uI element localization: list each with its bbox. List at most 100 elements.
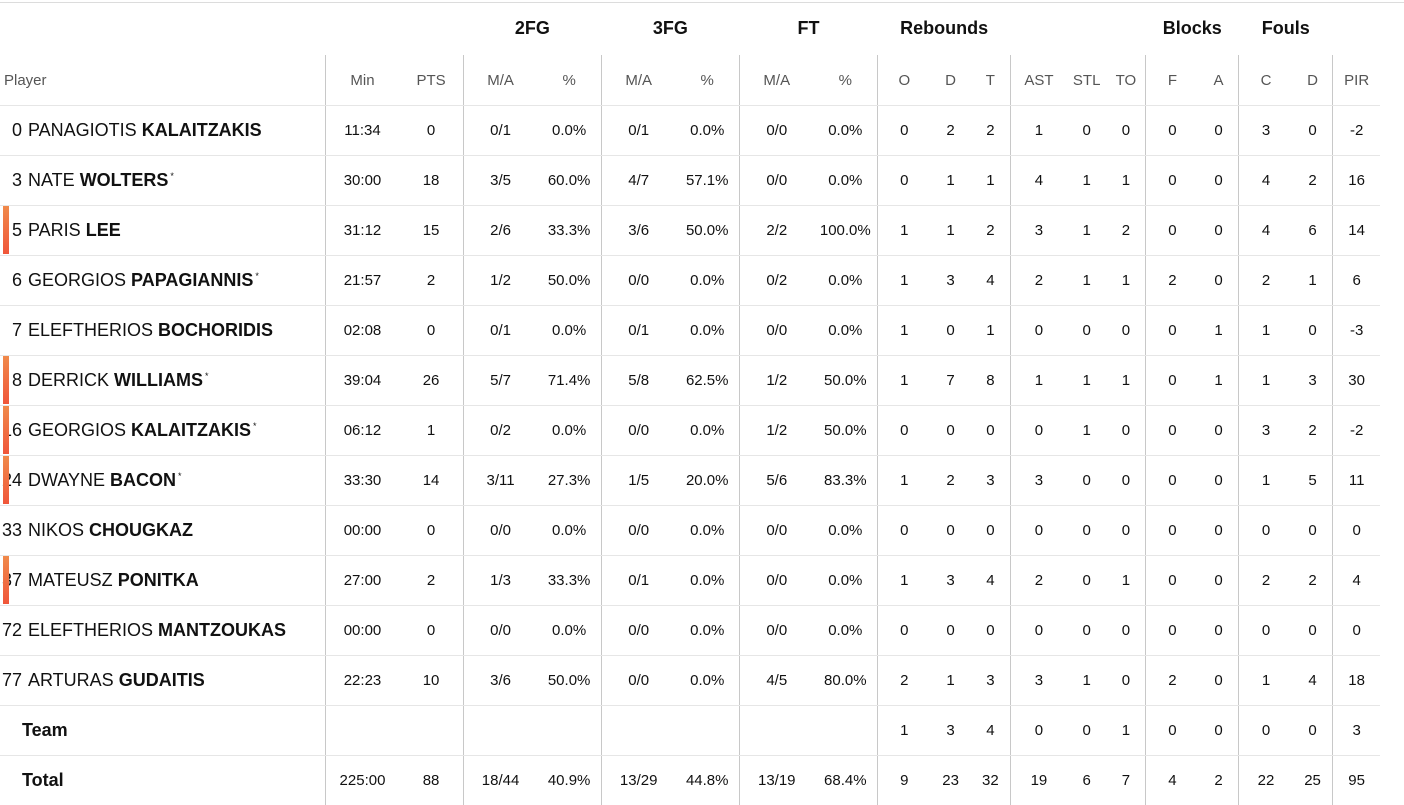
stat-pct3: 0.0% xyxy=(675,305,740,356)
col-header-min[interactable]: Min xyxy=(324,55,400,106)
player-cell[interactable]: 24 DWAYNE BACON * xyxy=(0,455,326,506)
player-last-name: WILLIAMS xyxy=(114,370,204,390)
col-header-reb-o[interactable]: O xyxy=(877,55,931,106)
player-row[interactable]: 7 ELEFTHERIOS BOCHORIDIS 02:08 0 0/1 0.0% 0/1 0… xyxy=(0,305,1380,356)
player-cell[interactable]: 8 DERRICK WILLIAMS * xyxy=(0,355,326,406)
stat-fd: 4 xyxy=(1292,655,1333,706)
team-label: Team xyxy=(0,705,326,756)
player-row[interactable]: 6 GEORGIOS PAPAGIANNIS * 21:57 2 1/2 50.0% 0/0 0… xyxy=(0,255,1380,306)
col-header-reb-d[interactable]: D xyxy=(930,55,971,106)
stat-t: 4 xyxy=(970,555,1011,606)
total-stat-stl: 6 xyxy=(1082,772,1091,789)
player-name-link[interactable]: GEORGIOS KALAITZAKIS * xyxy=(28,420,257,440)
player-row[interactable]: 24 DWAYNE BACON * 33:30 14 3/11 27.3% 1/5 20.0% 5… xyxy=(0,455,1380,506)
player-name-link[interactable]: DERRICK WILLIAMS * xyxy=(28,370,209,390)
player-cell[interactable]: 37 MATEUSZ PONITKA xyxy=(0,555,326,606)
stat-ma2: 1/3 xyxy=(462,555,538,606)
col-header-pts[interactable]: PTS xyxy=(399,55,464,106)
stat-min: 00:00 xyxy=(324,505,400,556)
col-header-player[interactable]: Player xyxy=(0,55,326,106)
stat-o: 1 xyxy=(877,255,931,306)
player-row[interactable]: 72 ELEFTHERIOS MANTZOUKAS 00:00 0 0/0 0.0% 0/0… xyxy=(0,605,1380,656)
stat-ma2: 0/0 xyxy=(462,505,538,556)
col-header-3fg-pct[interactable]: % xyxy=(675,55,740,106)
player-row[interactable]: 5 PARIS LEE 31:12 15 2/6 33.3% 3/6 50.0% 2/2 100.… xyxy=(0,205,1380,256)
col-header-2fg-pct[interactable]: % xyxy=(537,55,602,106)
stat-fd: 2 xyxy=(1292,405,1333,456)
player-row[interactable]: 33 NIKOS CHOUGKAZ 00:00 0 0/0 0.0% 0/0 0.0% 0/0 0… xyxy=(0,505,1380,556)
total-stat-t: 32 xyxy=(982,772,999,789)
stat-pct2: 0.0% xyxy=(537,105,602,156)
stat-fc: 1 xyxy=(1238,655,1293,706)
stat-bf: 0 xyxy=(1145,605,1199,656)
stat-stl: 0 xyxy=(1066,105,1107,156)
player-first-name: ARTURAS xyxy=(28,670,114,690)
team-stat-ba: 0 xyxy=(1198,705,1239,756)
player-row[interactable]: 37 MATEUSZ PONITKA 27:00 2 1/3 33.3% 0/1 0.0% 0/… xyxy=(0,555,1380,606)
stat-bf: 0 xyxy=(1145,355,1199,406)
player-row[interactable]: 77 ARTURAS GUDAITIS 22:23 10 3/6 50.0% 0/0 0.0%… xyxy=(0,655,1380,706)
stat-bf: 0 xyxy=(1145,555,1199,606)
col-header-reb-t[interactable]: T xyxy=(970,55,1011,106)
player-row[interactable]: 8 DERRICK WILLIAMS * 39:04 26 5/7 71.4% 5/8 62.5… xyxy=(0,355,1380,406)
column-header-row: Player Min PTS M/A % M/A % M/A % O D T A… xyxy=(0,55,1380,106)
player-row[interactable]: 0 PANAGIOTIS KALAITZAKIS 11:34 0 0/1 0.0% 0/1 0… xyxy=(0,105,1380,156)
stat-stl: 0 xyxy=(1066,305,1107,356)
stat-fc: 2 xyxy=(1238,255,1293,306)
stat-o: 1 xyxy=(877,555,931,606)
stat-ba: 1 xyxy=(1198,355,1239,406)
player-name-link[interactable]: GEORGIOS PAPAGIANNIS * xyxy=(28,270,259,290)
stat-pct3: 0.0% xyxy=(675,605,740,656)
player-last-name: KALAITZAKIS xyxy=(141,120,262,140)
player-name-link[interactable]: ARTURAS GUDAITIS xyxy=(28,670,205,690)
col-header-blk-a[interactable]: A xyxy=(1198,55,1239,106)
player-name-link[interactable]: PANAGIOTIS KALAITZAKIS xyxy=(28,120,262,140)
player-cell[interactable]: 5 PARIS LEE xyxy=(0,205,326,256)
team-stat-stl: 0 xyxy=(1066,705,1107,756)
player-name-link[interactable]: PARIS LEE xyxy=(28,220,121,240)
col-header-to[interactable]: TO xyxy=(1106,55,1146,106)
stat-ba: 0 xyxy=(1198,505,1239,556)
stat-o: 0 xyxy=(877,605,931,656)
stat-to: 0 xyxy=(1106,305,1146,356)
stat-pct3: 57.1% xyxy=(675,155,740,206)
player-name-link[interactable]: ELEFTHERIOS BOCHORIDIS xyxy=(28,320,273,340)
col-header-3fg-ma[interactable]: M/A xyxy=(600,55,676,106)
col-header-ft-pct[interactable]: % xyxy=(813,55,878,106)
col-header-ft-ma[interactable]: M/A xyxy=(738,55,814,106)
player-cell[interactable]: 33 NIKOS CHOUGKAZ xyxy=(0,505,326,556)
col-header-blk-f[interactable]: F xyxy=(1145,55,1199,106)
col-header-ast[interactable]: AST xyxy=(1010,55,1067,106)
col-header-stl[interactable]: STL xyxy=(1066,55,1107,106)
stat-ast: 3 xyxy=(1010,455,1067,506)
stat-o: 0 xyxy=(877,105,931,156)
player-cell[interactable]: 6 GEORGIOS PAPAGIANNIS * xyxy=(0,255,326,306)
star-marker: * xyxy=(253,421,257,431)
player-name-link[interactable]: ELEFTHERIOS MANTZOUKAS xyxy=(28,620,286,640)
player-row[interactable]: 16 GEORGIOS KALAITZAKIS * 06:12 1 0/2 0.0% 0/0 0… xyxy=(0,405,1380,456)
player-cell[interactable]: 77 ARTURAS GUDAITIS xyxy=(0,655,326,706)
total-stat-fd: 25 xyxy=(1304,772,1321,789)
player-name-link[interactable]: NATE WOLTERS * xyxy=(28,170,174,190)
player-row[interactable]: 3 NATE WOLTERS * 30:00 18 3/5 60.0% 4/7 57.1% 0/0… xyxy=(0,155,1380,206)
stat-pctft: 0.0% xyxy=(813,155,878,206)
col-header-fouls-c[interactable]: C xyxy=(1238,55,1293,106)
player-cell[interactable]: 7 ELEFTHERIOS BOCHORIDIS xyxy=(0,305,326,356)
player-name-link[interactable]: NIKOS CHOUGKAZ xyxy=(28,520,193,540)
stat-o: 1 xyxy=(877,455,931,506)
stat-stl: 1 xyxy=(1066,355,1107,406)
player-name-link[interactable]: DWAYNE BACON * xyxy=(28,470,182,490)
stat-t: 8 xyxy=(970,355,1011,406)
player-cell[interactable]: 72 ELEFTHERIOS MANTZOUKAS xyxy=(0,605,326,656)
player-cell[interactable]: 3 NATE WOLTERS * xyxy=(0,155,326,206)
starter-indicator xyxy=(3,556,9,604)
stat-maft: 0/0 xyxy=(738,105,814,156)
player-name-link[interactable]: MATEUSZ PONITKA xyxy=(28,570,199,590)
col-header-pir[interactable]: PIR xyxy=(1332,55,1380,106)
stat-pir: 0 xyxy=(1332,605,1380,656)
col-header-2fg-ma[interactable]: M/A xyxy=(462,55,538,106)
stat-pts: 0 xyxy=(399,605,464,656)
player-cell[interactable]: 16 GEORGIOS KALAITZAKIS * xyxy=(0,405,326,456)
player-cell[interactable]: 0 PANAGIOTIS KALAITZAKIS xyxy=(0,105,326,156)
col-header-fouls-d[interactable]: D xyxy=(1292,55,1333,106)
